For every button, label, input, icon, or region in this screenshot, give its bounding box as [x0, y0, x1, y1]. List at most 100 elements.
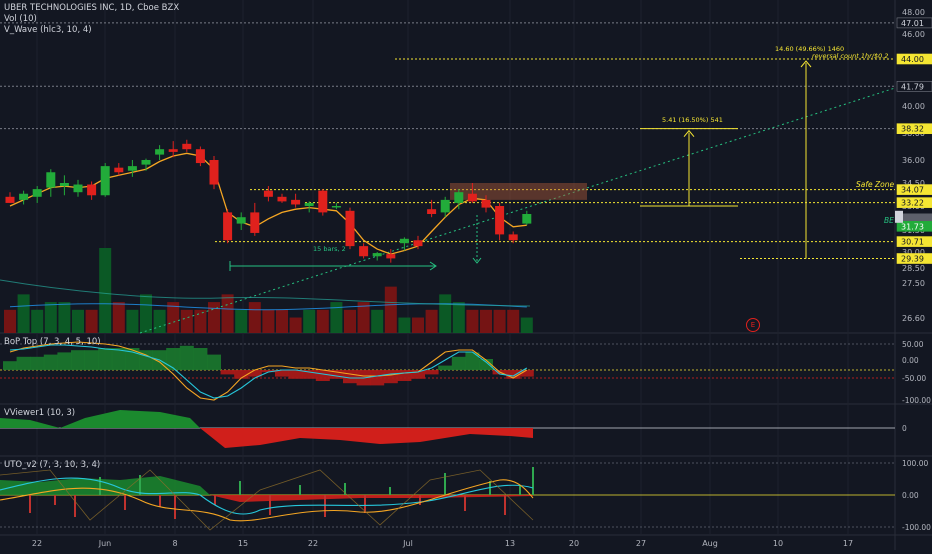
- bop-histogram-bar: [411, 370, 425, 379]
- candle-body: [100, 166, 110, 196]
- volume-bar: [17, 294, 30, 333]
- candle-body: [182, 143, 192, 150]
- safe-zone-label: Safe Zone: [856, 180, 895, 189]
- bop-histogram-bar: [71, 350, 85, 370]
- price-tick-label: 46.00: [902, 30, 925, 39]
- volume-bar: [425, 309, 438, 333]
- candle-body: [114, 167, 124, 173]
- candle-body: [263, 190, 273, 197]
- x-tick-label: Aug: [702, 539, 718, 548]
- volume-bar: [357, 302, 370, 333]
- candle-body: [155, 149, 165, 155]
- volume-bar: [208, 302, 220, 333]
- bop-histogram-bar: [111, 348, 126, 370]
- bop-histogram-bar: [234, 370, 249, 379]
- uto-negative-area: [210, 495, 533, 502]
- dotted-drop-arrow: [472, 257, 482, 264]
- candle-body: [345, 210, 355, 247]
- price-tick-label: 34.50: [902, 179, 925, 188]
- vviewer-negative-area: [200, 428, 533, 448]
- candle-body: [372, 253, 382, 257]
- bop-histogram-bar: [397, 370, 412, 381]
- supply-zone: [450, 183, 587, 200]
- price-tag-label: 34.07: [901, 186, 924, 195]
- bop-histogram-bar: [261, 370, 276, 373]
- candle-body: [59, 183, 69, 187]
- bop-histogram-bar: [370, 370, 385, 386]
- candle-body: [19, 193, 29, 200]
- volume-bar: [289, 317, 302, 333]
- price-tag: [896, 253, 932, 264]
- volume-bar: [452, 302, 465, 333]
- x-tick-label: 8: [172, 539, 177, 548]
- be-box: [895, 210, 903, 223]
- bop-axis-label: -100.00: [902, 396, 931, 405]
- candle-body: [127, 166, 137, 171]
- price-tag-label: 33.22: [901, 199, 924, 208]
- candle-body: [481, 199, 491, 208]
- bop-histogram-bar: [220, 370, 235, 375]
- measure-annotation: 5.41 (16.50%) 541: [662, 116, 723, 124]
- reversal-annotation: 14.60 (49.66%) 1460: [775, 45, 845, 53]
- price-tag-label: 30.71: [901, 238, 924, 247]
- price-tag-label: 29.39: [901, 255, 924, 264]
- x-tick-label: 22: [308, 539, 318, 548]
- candle-body: [331, 206, 341, 208]
- volume-bar: [303, 309, 316, 333]
- x-tick-label: Jun: [98, 539, 112, 548]
- volume-bar: [276, 309, 288, 333]
- price-tick-label: 28.50: [902, 264, 925, 273]
- uto-main-line: [0, 477, 534, 515]
- volume-bar: [507, 309, 520, 333]
- volume-bar: [235, 309, 248, 333]
- price-tick-label: 26.60: [902, 314, 925, 323]
- earnings-marker[interactable]: E: [746, 318, 760, 332]
- price-tag: [896, 236, 932, 247]
- bop-histogram-bar: [3, 361, 17, 370]
- candle-body: [209, 160, 219, 185]
- bop-histogram-bar: [166, 348, 181, 370]
- price-tag-label: 38.32: [901, 125, 924, 134]
- volume-bar: [330, 302, 343, 333]
- x-tick-label: 27: [636, 539, 646, 548]
- trend-line: [139, 87, 896, 334]
- bop-histogram-bar: [519, 370, 534, 377]
- candle-body: [386, 254, 396, 259]
- candle-body: [508, 234, 518, 241]
- bop-histogram-bar: [16, 356, 31, 370]
- bop-histogram-bar: [30, 356, 45, 370]
- candle-body: [427, 209, 437, 214]
- uto-signal-line: [0, 479, 534, 522]
- bop-histogram-bar: [247, 370, 262, 377]
- candle-body: [413, 240, 423, 247]
- x-tick-label: 22: [32, 539, 42, 548]
- volume-bar: [398, 317, 411, 333]
- price-tag: [896, 123, 932, 134]
- bop-histogram-bar: [43, 354, 58, 370]
- x-tick-label: 20: [569, 539, 579, 548]
- bars-measure-arrow: [429, 261, 437, 271]
- volume-bar: [520, 317, 533, 333]
- price-tag: [896, 53, 932, 65]
- candle-body: [440, 199, 450, 213]
- bop-histogram-bar: [343, 370, 357, 384]
- price-tag: [896, 81, 932, 92]
- price-tick-label: 48.00: [902, 8, 925, 17]
- volume-indicator-label: Vol (10): [4, 14, 37, 24]
- bop-histogram-bar: [302, 370, 317, 379]
- bop-axis-label: -50.00: [902, 374, 926, 383]
- candle-body: [291, 199, 301, 205]
- bop-signal-line: [9, 341, 528, 401]
- candle-body: [399, 238, 409, 244]
- volume-bar: [194, 309, 207, 333]
- volume-bar: [316, 309, 329, 333]
- uto-envelope-line: [0, 469, 534, 531]
- x-tick-label: Jul: [402, 539, 413, 548]
- uto-axis-label: 100.00: [902, 459, 928, 468]
- bop-histogram-bar: [465, 352, 480, 370]
- volume-bar: [4, 309, 16, 333]
- price-tag-label: 47.01: [901, 19, 924, 28]
- volume-bar: [371, 309, 384, 333]
